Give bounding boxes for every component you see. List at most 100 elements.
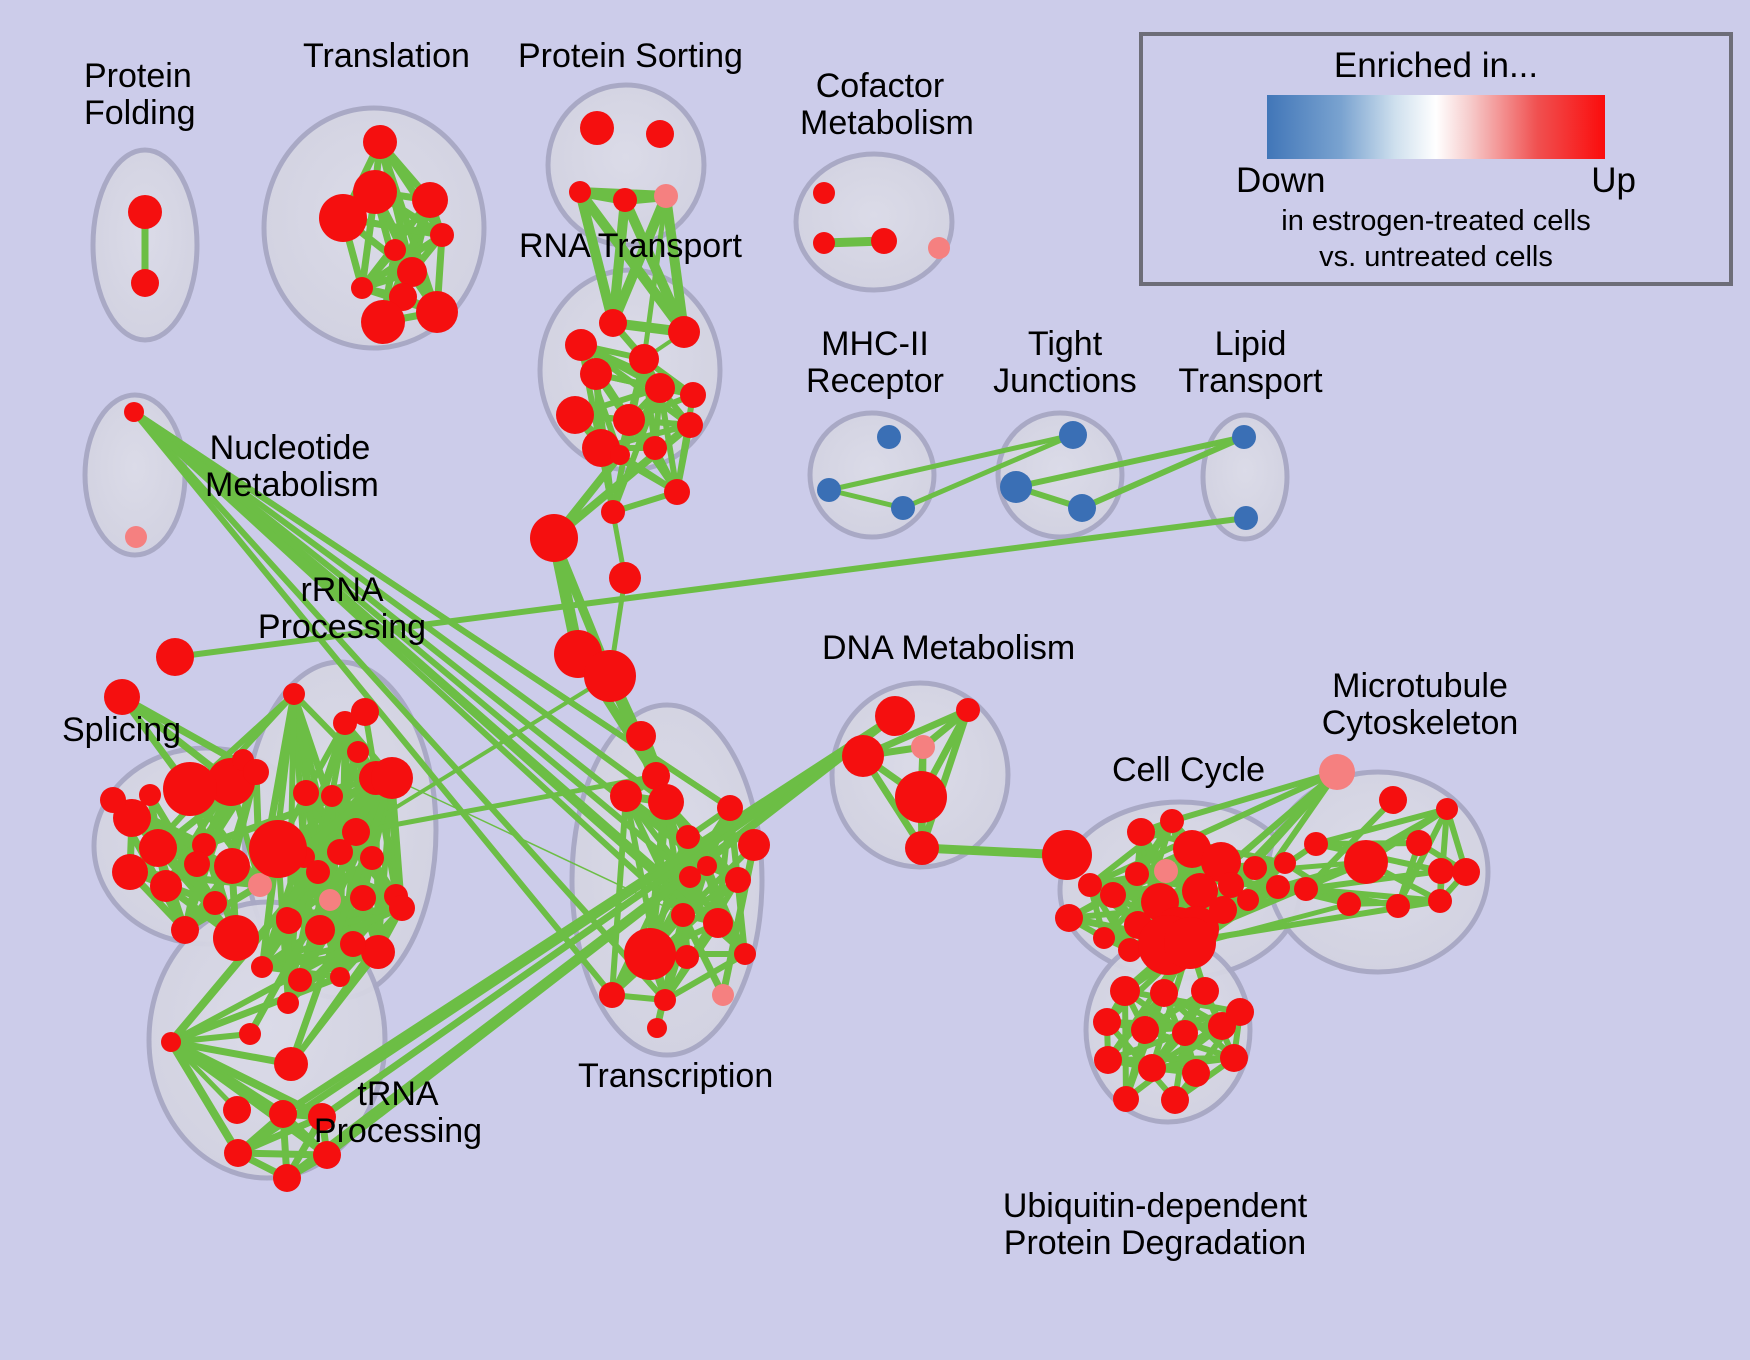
network-node[interactable] xyxy=(1138,1054,1166,1082)
network-node[interactable] xyxy=(340,931,366,957)
network-node[interactable] xyxy=(249,820,307,878)
network-node[interactable] xyxy=(273,1164,301,1192)
network-node[interactable] xyxy=(1127,818,1155,846)
network-node[interactable] xyxy=(319,889,341,911)
network-node[interactable] xyxy=(274,1047,308,1081)
network-node[interactable] xyxy=(384,239,406,261)
network-node[interactable] xyxy=(1428,858,1454,884)
network-node[interactable] xyxy=(1232,425,1256,449)
network-node[interactable] xyxy=(125,526,147,548)
network-node[interactable] xyxy=(327,839,353,865)
network-node[interactable] xyxy=(330,967,350,987)
network-node[interactable] xyxy=(1000,471,1032,503)
network-node[interactable] xyxy=(599,982,625,1008)
network-node[interactable] xyxy=(675,945,699,969)
network-node[interactable] xyxy=(283,683,305,705)
network-node[interactable] xyxy=(1093,927,1115,949)
network-node[interactable] xyxy=(875,696,915,736)
network-node[interactable] xyxy=(613,404,645,436)
network-node[interactable] xyxy=(680,382,706,408)
network-node[interactable] xyxy=(397,257,427,287)
network-node[interactable] xyxy=(1042,830,1092,880)
network-node[interactable] xyxy=(1266,875,1290,899)
network-node[interactable] xyxy=(1125,862,1149,886)
network-node[interactable] xyxy=(269,1100,297,1128)
network-node[interactable] xyxy=(363,125,397,159)
network-node[interactable] xyxy=(1226,998,1254,1026)
network-node[interactable] xyxy=(124,402,144,422)
network-node[interactable] xyxy=(601,500,625,524)
network-node[interactable] xyxy=(163,762,217,816)
network-node[interactable] xyxy=(671,903,695,927)
network-node[interactable] xyxy=(412,182,448,218)
network-node[interactable] xyxy=(248,873,272,897)
network-node[interactable] xyxy=(664,479,690,505)
network-node[interactable] xyxy=(645,373,675,403)
network-node[interactable] xyxy=(305,915,335,945)
network-node[interactable] xyxy=(580,111,614,145)
network-node[interactable] xyxy=(1110,976,1140,1006)
network-node[interactable] xyxy=(224,1139,252,1167)
network-node[interactable] xyxy=(353,170,397,214)
network-node[interactable] xyxy=(139,829,177,867)
network-node[interactable] xyxy=(1055,904,1083,932)
network-node[interactable] xyxy=(313,1141,341,1169)
network-node[interactable] xyxy=(1304,832,1328,856)
network-node[interactable] xyxy=(1131,1016,1159,1044)
network-node[interactable] xyxy=(624,928,676,980)
network-node[interactable] xyxy=(646,120,674,148)
network-node[interactable] xyxy=(654,989,676,1011)
network-node[interactable] xyxy=(342,818,370,846)
network-node[interactable] xyxy=(1172,1020,1198,1046)
network-node[interactable] xyxy=(139,784,161,806)
network-node[interactable] xyxy=(1406,830,1432,856)
network-node[interactable] xyxy=(1274,852,1296,874)
network-node[interactable] xyxy=(306,860,330,884)
network-node[interactable] xyxy=(1068,494,1096,522)
network-node[interactable] xyxy=(911,735,935,759)
network-node[interactable] xyxy=(104,679,140,715)
network-node[interactable] xyxy=(530,514,578,562)
network-node[interactable] xyxy=(609,562,641,594)
network-node[interactable] xyxy=(610,780,642,812)
network-node[interactable] xyxy=(319,194,367,242)
network-node[interactable] xyxy=(1218,872,1244,898)
network-node[interactable] xyxy=(276,908,302,934)
network-node[interactable] xyxy=(610,445,630,465)
network-node[interactable] xyxy=(738,829,770,861)
network-node[interactable] xyxy=(350,885,376,911)
network-node[interactable] xyxy=(1452,858,1480,886)
network-node[interactable] xyxy=(1337,892,1361,916)
network-node[interactable] xyxy=(213,915,259,961)
network-node[interactable] xyxy=(1150,979,1178,1007)
network-node[interactable] xyxy=(629,344,659,374)
network-node[interactable] xyxy=(389,895,415,921)
network-node[interactable] xyxy=(717,795,743,821)
network-node[interactable] xyxy=(556,396,594,434)
network-node[interactable] xyxy=(734,943,756,965)
network-node[interactable] xyxy=(288,968,312,992)
network-node[interactable] xyxy=(1386,894,1410,918)
network-node[interactable] xyxy=(361,935,395,969)
network-node[interactable] xyxy=(648,784,684,820)
network-node[interactable] xyxy=(100,787,126,813)
network-node[interactable] xyxy=(712,984,734,1006)
network-node[interactable] xyxy=(1078,873,1102,897)
network-node[interactable] xyxy=(1379,786,1407,814)
network-node[interactable] xyxy=(243,759,269,785)
network-node[interactable] xyxy=(1113,1086,1139,1112)
network-node[interactable] xyxy=(584,650,636,702)
network-node[interactable] xyxy=(361,300,405,344)
network-node[interactable] xyxy=(156,638,194,676)
network-node[interactable] xyxy=(1154,859,1178,883)
network-node[interactable] xyxy=(308,1103,336,1131)
network-node[interactable] xyxy=(1344,840,1388,884)
network-node[interactable] xyxy=(1191,977,1219,1005)
network-node[interactable] xyxy=(389,283,417,311)
network-node[interactable] xyxy=(643,436,667,460)
network-node[interactable] xyxy=(371,757,413,799)
network-node[interactable] xyxy=(599,309,627,337)
network-node[interactable] xyxy=(112,854,148,890)
network-node[interactable] xyxy=(1436,798,1458,820)
network-node[interactable] xyxy=(321,785,343,807)
